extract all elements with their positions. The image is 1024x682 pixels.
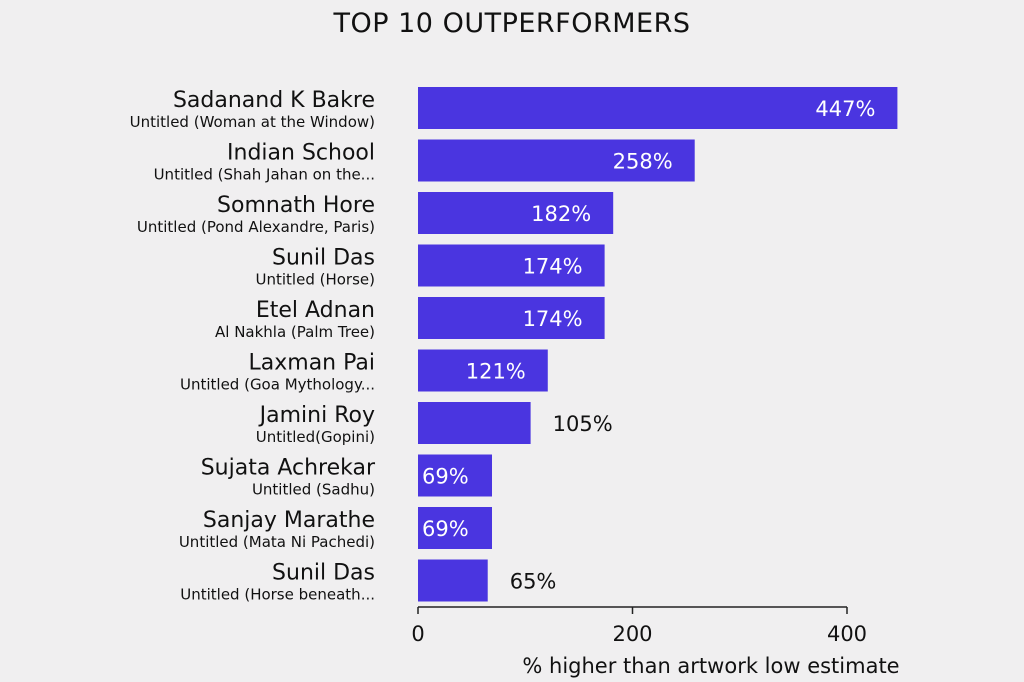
data-label: 105%	[553, 412, 613, 436]
bar	[418, 507, 493, 549]
x-axis-label: % higher than artwork low estimate	[522, 654, 899, 678]
artist-label: Sujata Achrekar	[201, 456, 376, 481]
data-label: 69%	[422, 517, 469, 541]
artist-label: Indian School	[227, 141, 375, 166]
x-axis: 0 200 400 % higher than artwork low estimat…	[411, 606, 900, 678]
bar	[418, 559, 488, 602]
data-labels: 447% 258% 182% 174% 174% 121% 105% 69% 69% 65%	[422, 97, 875, 594]
artwork-label: Untitled (Woman at the Window)	[130, 113, 375, 131]
artist-label: Sunil Das	[272, 561, 375, 586]
bar	[418, 192, 614, 234]
chart-title: TOP 10 OUTPERFORMERS	[333, 8, 691, 39]
artist-label: Laxman Pai	[249, 351, 375, 376]
bars	[418, 87, 898, 602]
artwork-label: Untitled(Gopini)	[256, 428, 375, 446]
artwork-label: Untitled (Horse beneath...	[180, 586, 375, 604]
data-label: 65%	[510, 570, 557, 594]
artist-label: Jamini Roy	[258, 403, 375, 428]
x-tick-label: 0	[411, 622, 424, 646]
bar	[418, 87, 898, 129]
artwork-label: Untitled (Sadhu)	[252, 481, 375, 499]
artist-label: Sanjay Marathe	[203, 508, 375, 533]
data-label: 174%	[523, 255, 583, 279]
artwork-label: Untitled (Horse)	[256, 271, 375, 289]
artwork-label: Untitled (Mata Ni Pachedi)	[179, 533, 375, 551]
x-tick-label: 200	[612, 622, 652, 646]
artist-label: Etel Adnan	[256, 298, 375, 323]
bar	[418, 454, 493, 497]
x-tick-label: 400	[827, 622, 867, 646]
artist-label: Somnath Hore	[217, 193, 375, 218]
data-label: 258%	[613, 150, 673, 174]
artwork-label: Untitled (Goa Mythology...	[180, 376, 375, 394]
bar	[418, 402, 531, 444]
data-label: 182%	[531, 202, 591, 226]
artwork-label: Untitled (Pond Alexandre, Paris)	[137, 218, 375, 236]
artist-label: Sadanand K Bakre	[173, 88, 375, 113]
artist-label: Sunil Das	[272, 246, 375, 271]
bar	[418, 297, 605, 339]
bar	[418, 349, 548, 392]
data-label: 69%	[422, 465, 469, 489]
bar	[418, 139, 695, 182]
bar	[418, 244, 605, 287]
artwork-label: Al Nakhla (Palm Tree)	[215, 323, 375, 341]
artwork-label: Untitled (Shah Jahan on the...	[154, 166, 375, 184]
data-label: 121%	[466, 360, 526, 384]
data-label: 174%	[523, 307, 583, 331]
data-label: 447%	[815, 97, 875, 121]
